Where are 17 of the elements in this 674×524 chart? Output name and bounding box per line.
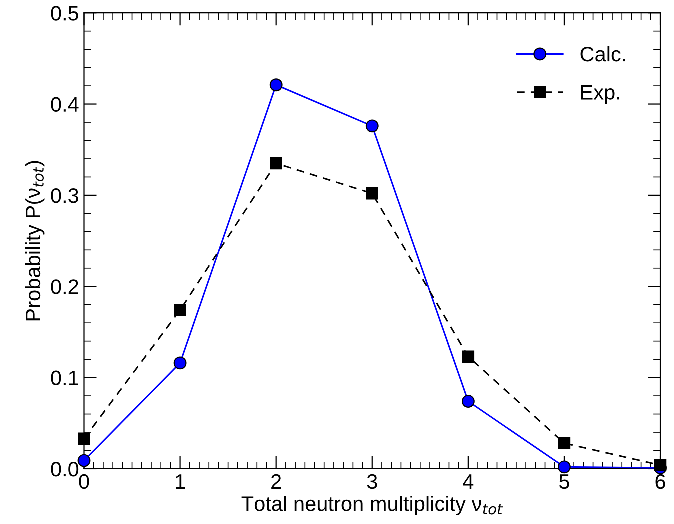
y-tick-label: 0.1 bbox=[51, 370, 78, 386]
x-tick-label: 3 bbox=[367, 474, 378, 490]
x-tick-label: 6 bbox=[656, 474, 666, 490]
x-tick-label: 0 bbox=[79, 474, 90, 490]
legend-label: Calc. bbox=[580, 46, 626, 62]
legend-label: Exp. bbox=[581, 85, 620, 104]
y-axis-title: Probability P(ν$_{tot}$) bbox=[25, 161, 45, 321]
y-tick-label: 0.3 bbox=[51, 188, 78, 204]
x-axis-title: Total neutron multiplicity ν$_{tot}$ bbox=[242, 496, 504, 516]
x-tick-label: 4 bbox=[463, 474, 474, 489]
x-tick-label: 2 bbox=[272, 474, 282, 489]
x-tick-label: 1 bbox=[176, 474, 186, 489]
y-tick-label: 0.4 bbox=[51, 97, 79, 112]
x-tick-label: 5 bbox=[560, 474, 570, 490]
y-tick-label: 0.0 bbox=[51, 462, 79, 477]
y-tick-label: 0.5 bbox=[51, 6, 79, 21]
y-tick-label: 0.2 bbox=[51, 280, 78, 294]
